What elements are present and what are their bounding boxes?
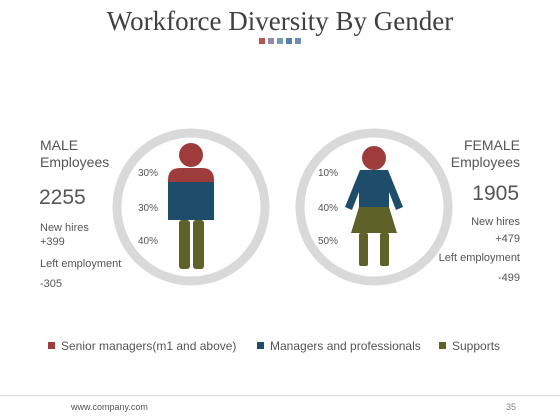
male-left-value: -305 xyxy=(40,278,63,290)
legend-swatch-managers xyxy=(257,342,264,350)
female-heading-line1: FEMALE xyxy=(463,137,520,153)
title-square xyxy=(277,38,283,44)
male-figure-right-arm xyxy=(206,182,214,220)
female-new-hires-label: New hires xyxy=(471,216,520,228)
female-new-hires-value: +479 xyxy=(495,233,520,245)
male-employee-count: 2255 xyxy=(39,186,86,209)
legend-swatch-senior xyxy=(48,342,55,350)
male-heading: MALE Employees xyxy=(40,137,109,171)
female-figure-managers-segment xyxy=(345,170,403,210)
page-number: 35 xyxy=(505,402,516,412)
legend-item-senior: Senior managers(m1 and above) xyxy=(48,339,236,353)
female-pct-supports: 50% xyxy=(318,236,339,247)
female-heading: FEMALE Employees xyxy=(451,137,520,171)
male-pct-supports: 40% xyxy=(138,236,159,247)
legend-label-supports: Supports xyxy=(452,339,501,353)
male-pct-senior: 30% xyxy=(138,168,159,179)
title-square xyxy=(268,38,274,44)
title-square xyxy=(259,38,265,44)
female-pct-senior: 10% xyxy=(318,168,339,179)
title-square xyxy=(286,38,292,44)
male-left-label: Left employment xyxy=(40,258,122,270)
male-figure-left-arm xyxy=(168,182,176,220)
male-figure-senior-segment xyxy=(168,168,214,182)
legend-swatch-supports xyxy=(439,342,446,350)
male-new-hires: New hires +399 xyxy=(40,221,89,249)
legend-item-managers: Managers and professionals xyxy=(257,339,421,353)
male-new-hires-value: +399 xyxy=(40,236,65,248)
female-figure-right-leg xyxy=(380,233,389,266)
male-heading-line1: MALE xyxy=(40,137,79,153)
title-square xyxy=(295,38,301,44)
legend-label-managers: Managers and professionals xyxy=(270,339,421,353)
female-new-hires: New hires +479 xyxy=(471,215,520,246)
female-left-employment: Left employment -499 xyxy=(439,251,520,285)
legend-item-supports: Supports xyxy=(439,339,500,353)
male-figure-right-leg xyxy=(193,220,204,269)
footer-url: www.company.com xyxy=(71,402,148,412)
female-figure-head xyxy=(362,146,386,170)
male-new-hires-label: New hires xyxy=(40,222,89,234)
male-figure-head xyxy=(179,143,203,167)
male-heading-line2: Employees xyxy=(40,154,110,170)
legend-label-senior: Senior managers(m1 and above) xyxy=(61,339,237,353)
female-figure-supports-segment xyxy=(351,207,397,233)
male-left-employment: Left employment -305 xyxy=(40,257,121,291)
female-employee-count: 1905 xyxy=(472,182,519,205)
footer-divider xyxy=(0,395,560,396)
female-left-label: Left employment xyxy=(438,252,520,264)
male-figure-left-leg xyxy=(179,220,190,269)
male-ring xyxy=(112,128,270,286)
male-pct-managers: 30% xyxy=(138,203,159,214)
legend: Senior managers(m1 and above) Managers a… xyxy=(0,339,560,355)
female-pct-managers: 40% xyxy=(318,203,339,214)
female-left-value: -499 xyxy=(497,272,520,284)
slide-title: Workforce Diversity By Gender xyxy=(106,6,454,36)
female-heading-line2: Employees xyxy=(450,154,520,170)
female-ring xyxy=(295,128,453,286)
female-figure-left-leg xyxy=(359,233,368,266)
